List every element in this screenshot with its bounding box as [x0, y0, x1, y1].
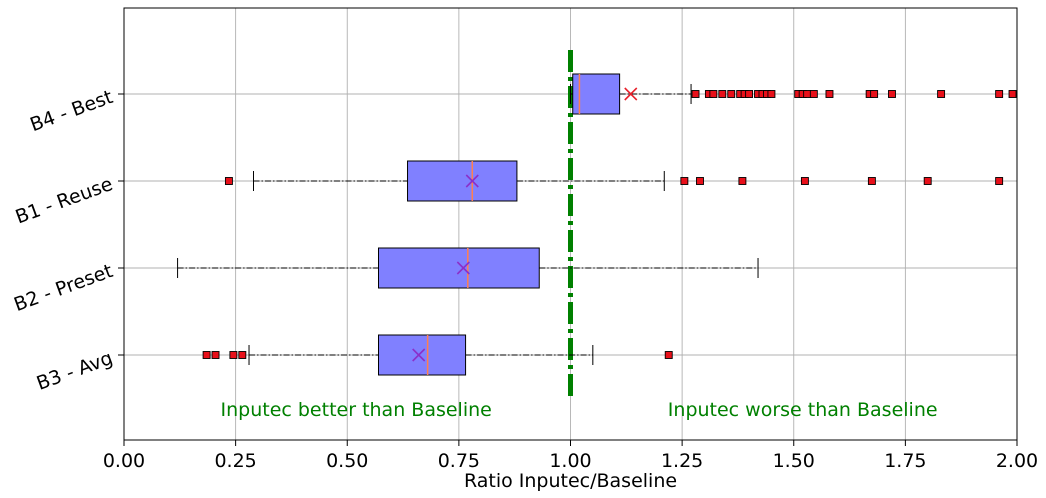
- flier-point: [238, 351, 247, 359]
- y-category-label: B2 - Preset: [11, 260, 116, 316]
- y-category-label: B4 - Best: [27, 86, 115, 136]
- x-tick-label: 0.50: [326, 450, 368, 472]
- flier-point: [709, 90, 718, 98]
- x-tick-label: 0.25: [214, 450, 256, 472]
- mean-marker: [465, 174, 479, 188]
- annotation-text: Inputec better than Baseline: [221, 399, 492, 421]
- flier-point: [718, 90, 727, 98]
- y-category-label: B1 - Reuse: [13, 173, 116, 228]
- flier-point: [867, 177, 876, 185]
- flier-point: [809, 90, 818, 98]
- box-group: [224, 160, 1004, 202]
- x-tick-label: 1.00: [549, 450, 591, 472]
- flier-point: [745, 90, 754, 98]
- flier-point: [1008, 90, 1017, 98]
- box-group: [202, 334, 673, 376]
- flier-point: [727, 90, 736, 98]
- x-tick-label: 1.50: [773, 450, 815, 472]
- flier-point: [664, 351, 673, 359]
- flier-point: [995, 177, 1004, 185]
- box-iqr: [407, 160, 518, 202]
- x-axis-label: Ratio Inputec/Baseline: [464, 470, 677, 492]
- flier-point: [691, 90, 700, 98]
- y-category-label: B3 - Avg: [34, 347, 116, 395]
- x-tick-label: 0.75: [438, 450, 480, 472]
- flier-point: [923, 177, 932, 185]
- mean-marker: [624, 87, 638, 101]
- axes-frame-layer: [118, 7, 1018, 446]
- flier-point: [767, 90, 776, 98]
- flier-point: [800, 177, 809, 185]
- axes-frame: [123, 7, 1018, 441]
- box-group: [570, 73, 1017, 115]
- flier-point: [803, 90, 812, 98]
- box-group: [177, 247, 759, 289]
- flier-point: [229, 351, 238, 359]
- flier-point: [696, 177, 704, 185]
- flier-point: [211, 351, 220, 359]
- flier-point: [995, 90, 1004, 98]
- box-iqr: [572, 73, 621, 115]
- flier-point: [680, 177, 689, 185]
- x-tick-label: 2.00: [996, 450, 1038, 472]
- flier-point: [870, 90, 879, 98]
- flier-point: [888, 90, 896, 98]
- flier-point: [738, 177, 747, 185]
- flier-point: [224, 177, 233, 185]
- mean-marker: [456, 261, 470, 275]
- x-tick-label: 0.00: [103, 450, 145, 472]
- flier-point: [937, 90, 946, 98]
- flier-point: [202, 351, 211, 359]
- x-tick-label: 1.75: [884, 450, 926, 472]
- mean-marker: [412, 348, 426, 362]
- flier-point: [825, 90, 834, 98]
- box-iqr: [378, 247, 540, 289]
- box-iqr: [378, 334, 467, 376]
- annotation-text: Inputec worse than Baseline: [668, 399, 938, 421]
- box-layer: [177, 73, 1017, 376]
- x-tick-label: 1.25: [661, 450, 703, 472]
